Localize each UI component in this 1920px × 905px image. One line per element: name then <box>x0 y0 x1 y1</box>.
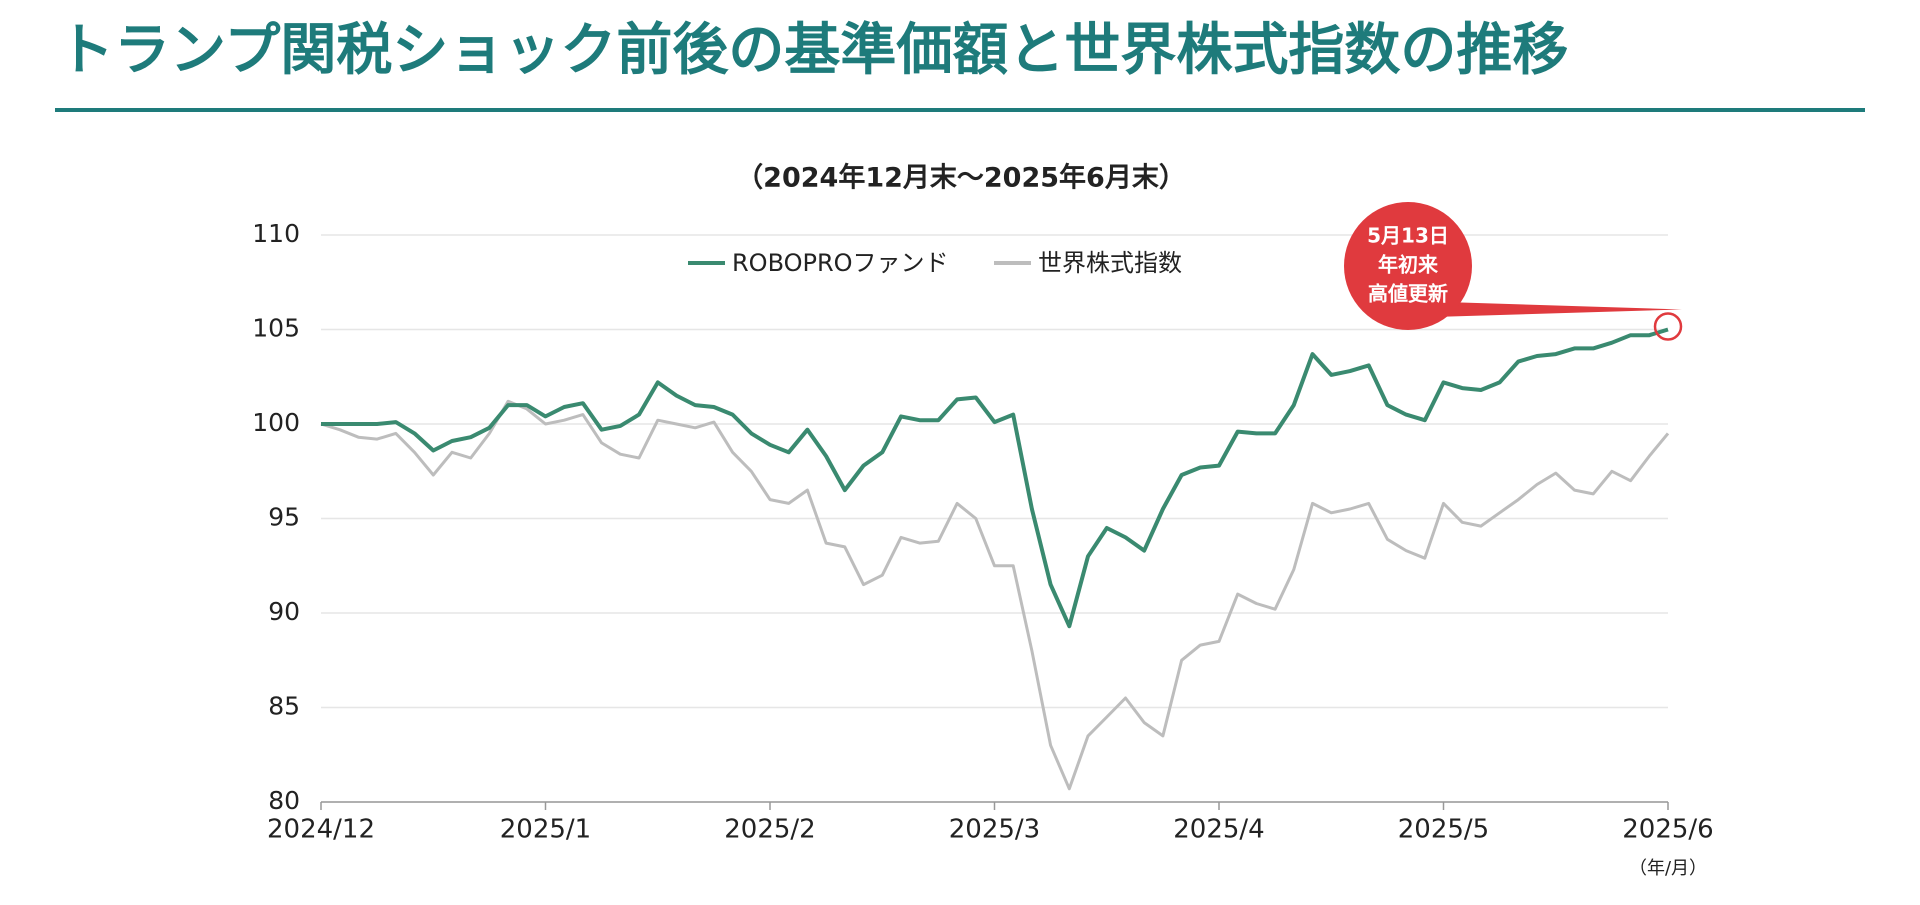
y-tick-label: 100 <box>252 408 300 437</box>
highlight-circle <box>1653 312 1683 341</box>
x-tick-label: 2025/2 <box>724 815 815 845</box>
callout-text: 年初来 <box>1378 253 1439 277</box>
y-tick-label: 105 <box>252 314 300 343</box>
callout-text: 5月13日 <box>1367 224 1449 248</box>
y-tick-label: 95 <box>268 503 300 532</box>
y-tick-label: 80 <box>268 786 300 815</box>
y-tick-label: 85 <box>268 692 300 721</box>
x-tick-label: 2025/5 <box>1398 815 1489 845</box>
x-tick-label: 2025/4 <box>1173 815 1264 845</box>
series-line <box>320 399 1670 791</box>
x-tick-label: 2025/3 <box>949 815 1040 845</box>
chart-subtitle: （2024年12月末〜2025年6月末） <box>736 162 1186 194</box>
series-line <box>321 327 1669 629</box>
x-tick-label: 2024/12 <box>267 815 375 845</box>
x-tick-label: 2025/6 <box>1622 815 1713 845</box>
legend-label: 世界株式指数 <box>1038 249 1182 277</box>
y-tick-label: 90 <box>268 597 300 626</box>
x-tick-label: 2025/1 <box>500 815 591 845</box>
title-rule <box>55 108 1865 112</box>
legend-label: ROBOPROファンド <box>732 249 949 277</box>
page-title: トランプ関税ショック前後の基準価額と世界株式指数の推移 <box>58 18 1568 83</box>
x-unit-label: （年/月） <box>1629 858 1707 879</box>
y-tick-label: 110 <box>252 219 300 248</box>
callout-bubble <box>1344 202 1472 330</box>
callout-text: 高値更新 <box>1368 282 1448 306</box>
